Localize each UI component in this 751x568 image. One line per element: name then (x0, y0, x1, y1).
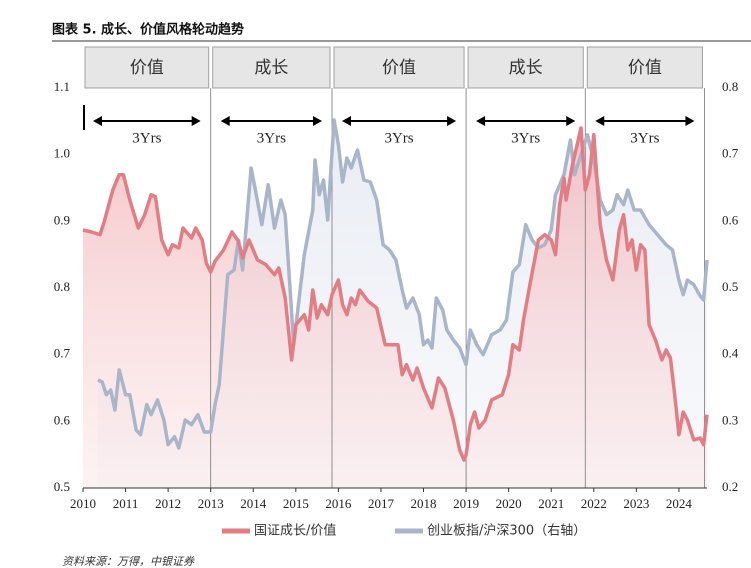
arrow-head (685, 116, 695, 126)
arrow-head (342, 116, 352, 126)
arrow-head (93, 116, 102, 126)
x-tick-label: 2019 (453, 496, 479, 511)
x-tick-label: 2013 (198, 496, 224, 511)
x-tick-label: 2022 (581, 496, 607, 511)
span-label: 3Yrs (384, 130, 413, 146)
y-tick-label: 0.9 (54, 212, 70, 227)
x-tick-label: 2020 (496, 496, 522, 511)
y-tick-label: 1.0 (54, 146, 70, 161)
x-tick-label: 2018 (411, 496, 437, 511)
y2-tick-label: 0.4 (722, 346, 739, 361)
x-tick-label: 2023 (623, 496, 649, 511)
arrow-head (476, 116, 486, 126)
x-tick-label: 2024 (666, 496, 693, 511)
regime-label: 成长 (509, 58, 543, 78)
y-tick-label: 0.5 (54, 479, 70, 494)
regime-box (467, 46, 584, 89)
series-area (83, 128, 707, 488)
regime-box (333, 46, 465, 89)
y-tick-label: 0.7 (54, 346, 71, 361)
x-tick-label: 2015 (283, 496, 309, 511)
x-tick-label: 2010 (70, 496, 96, 511)
regime-label: 价值 (382, 58, 416, 78)
legend-label: 国证成长/价值 (254, 523, 336, 539)
span-label: 3Yrs (132, 130, 161, 146)
source: 资料来源：万得，中银证券 (62, 555, 195, 568)
regime-box (586, 46, 703, 89)
regime-label: 成长 (254, 58, 288, 78)
arrow-head (313, 116, 323, 126)
y2-tick-label: 0.2 (722, 479, 738, 494)
y-tick-label: 0.6 (54, 412, 71, 427)
y2-tick-label: 0.8 (722, 79, 738, 94)
span-label: 3Yrs (511, 130, 540, 146)
arrow-head (447, 116, 457, 126)
x-tick-label: 2014 (240, 496, 267, 511)
x-tick-label: 2011 (113, 496, 139, 511)
y-tick-label: 1.1 (54, 79, 70, 94)
regime-label: 价值 (628, 58, 662, 78)
regime-box (84, 46, 210, 89)
y2-tick-label: 0.6 (722, 212, 739, 227)
y2-tick-label: 0.7 (722, 146, 739, 161)
x-tick-label: 2021 (538, 496, 564, 511)
y-tick-label: 0.8 (54, 279, 70, 294)
regime-label: 价值 (130, 58, 164, 78)
arrow-head (191, 116, 201, 126)
span-label: 3Yrs (257, 130, 286, 146)
arrow-head (595, 116, 605, 126)
series-line (82, 126, 709, 462)
arrow-head (566, 116, 576, 126)
legend-label: 创业板指/沪深300（右轴） (427, 523, 586, 539)
x-tick-label: 2012 (155, 496, 181, 511)
x-tick-label: 2016 (325, 496, 352, 511)
chart-title: 图表 5. 成长、价值风格轮动趋势 (52, 22, 244, 38)
series-line (97, 118, 709, 450)
y2-tick-label: 0.5 (722, 279, 738, 294)
y2-tick-label: 0.3 (722, 412, 738, 427)
regime-box (212, 46, 331, 89)
arrow-head (220, 116, 230, 126)
span-label: 3Yrs (630, 130, 659, 146)
x-tick-label: 2017 (368, 496, 395, 511)
